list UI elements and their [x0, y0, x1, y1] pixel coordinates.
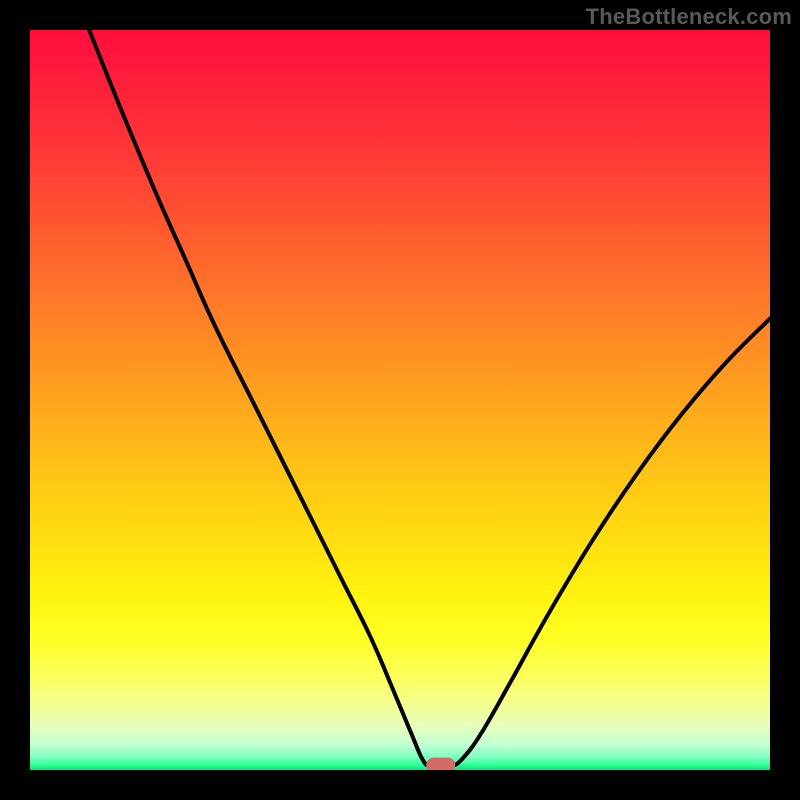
plot-area [30, 30, 770, 770]
attribution-text: TheBottleneck.com [586, 4, 792, 30]
minimum-marker [426, 757, 456, 770]
chart-stage: TheBottleneck.com [0, 0, 800, 800]
bottleneck-curve [30, 30, 770, 770]
